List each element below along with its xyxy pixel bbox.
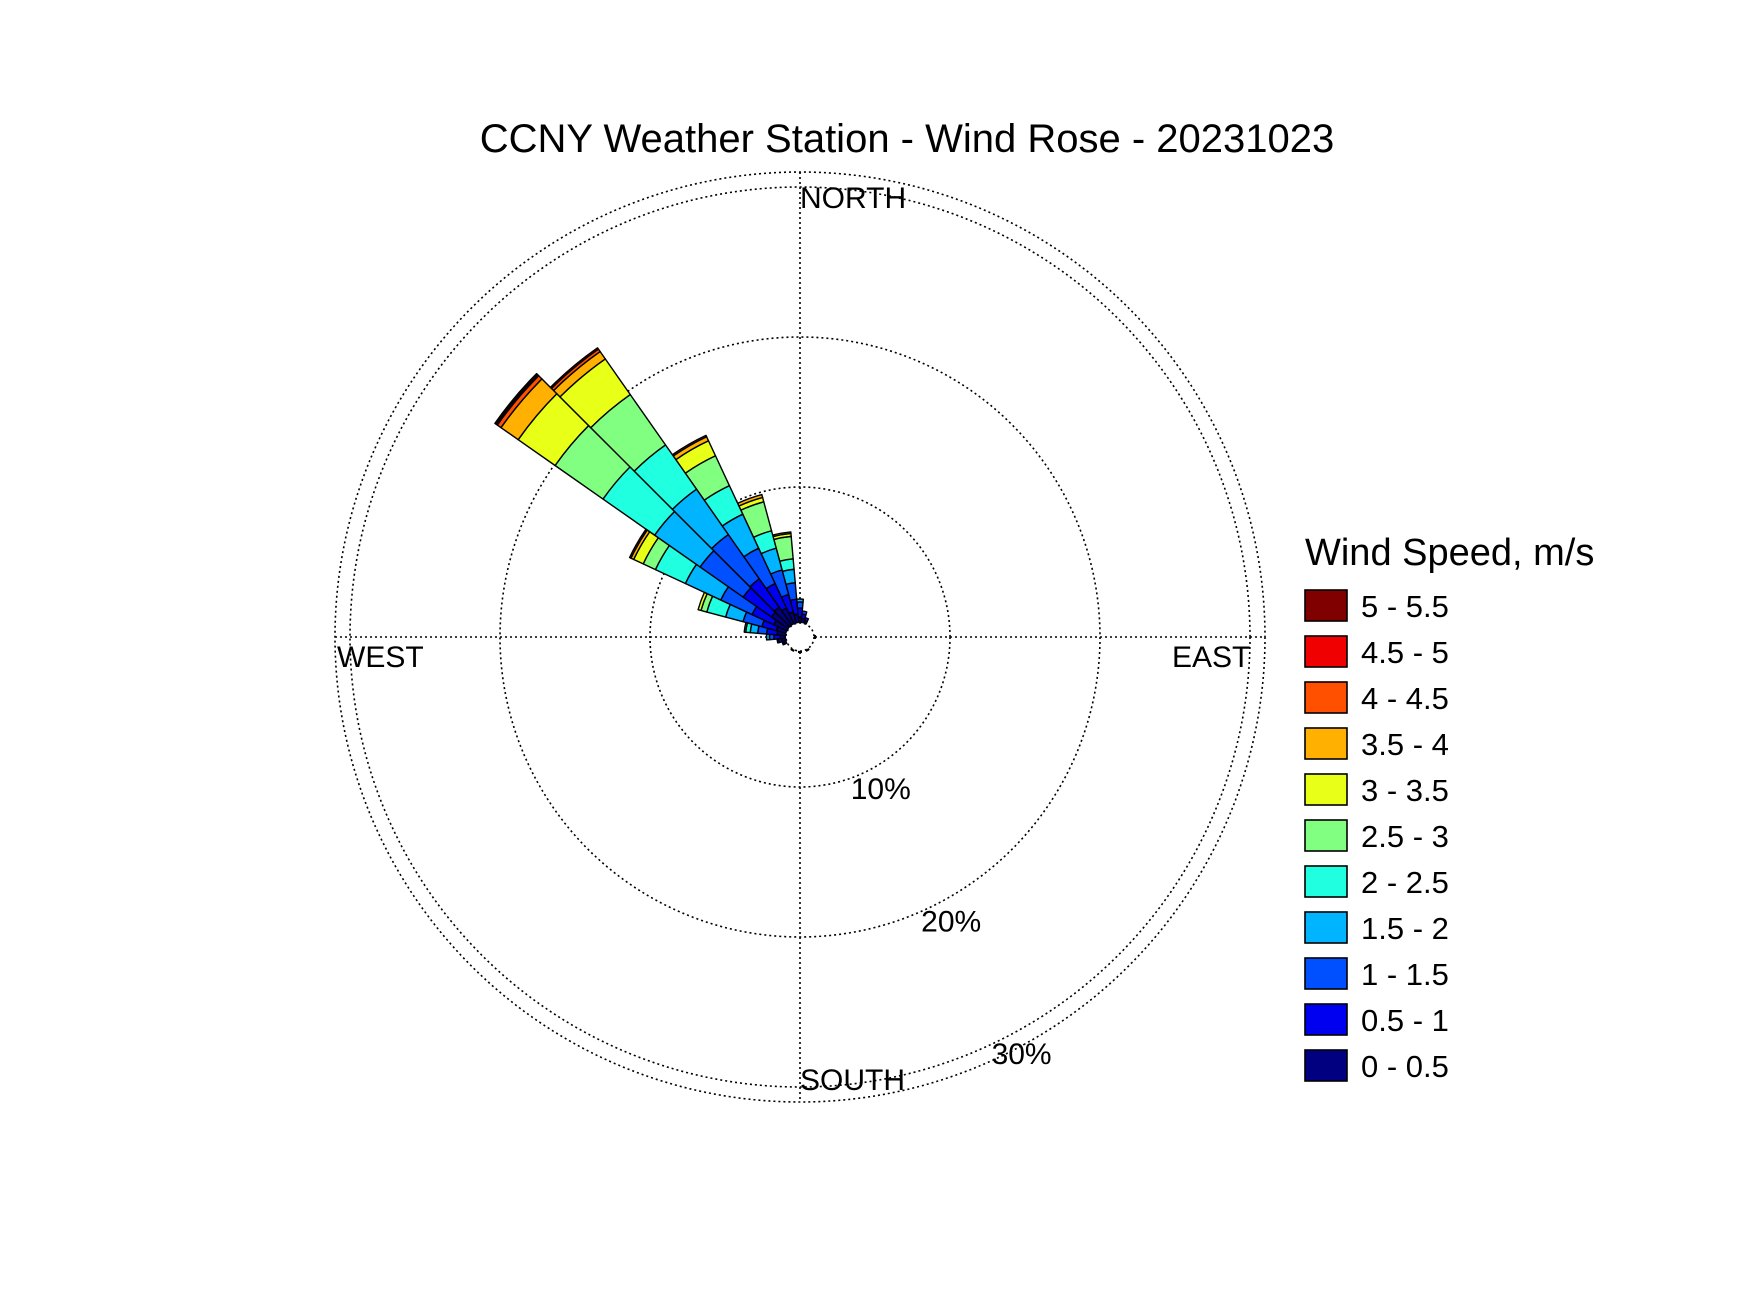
ring-label-20: 20% <box>921 905 981 938</box>
legend-label: 4 - 4.5 <box>1361 681 1449 716</box>
legend-title: Wind Speed, m/s <box>1305 532 1594 574</box>
ring-label-30: 30% <box>992 1038 1052 1071</box>
sector-20-bin-1 <box>803 616 810 623</box>
legend-swatch <box>1304 589 1348 622</box>
polar-grid <box>334 171 1266 1103</box>
sector-310-bin-10 <box>494 372 539 425</box>
legend-swatch <box>1304 773 1348 806</box>
sector-260-bin-2 <box>776 638 780 644</box>
legend-swatch <box>1304 911 1348 944</box>
legend-swatch <box>1304 727 1348 760</box>
legend-label: 0 - 0.5 <box>1361 1049 1449 1084</box>
legend-label: 2.5 - 3 <box>1361 819 1449 854</box>
north-label: NORTH <box>800 182 906 215</box>
sector-350-bin-7 <box>771 531 792 538</box>
sector-280-bin-5 <box>743 621 749 633</box>
ring-20 <box>499 336 1101 938</box>
legend-swatch <box>1304 1049 1348 1082</box>
ring-outer <box>334 171 1266 1103</box>
ring-label-10: 10% <box>851 773 911 806</box>
sector-0-bin-3 <box>795 598 805 603</box>
ring-30 <box>349 186 1251 1088</box>
legend-label: 3 - 3.5 <box>1361 773 1449 808</box>
legend-label: 5 - 5.5 <box>1361 589 1449 624</box>
legend-label: 2 - 2.5 <box>1361 865 1449 900</box>
sector-330-bin-8 <box>671 434 708 457</box>
legend-label: 3.5 - 4 <box>1361 727 1449 762</box>
ring-labels: 10% 20% 30% <box>851 773 1052 1071</box>
wind-rose-sectors <box>494 347 817 654</box>
legend-swatch <box>1304 1003 1348 1036</box>
legend-swatch <box>1304 865 1348 898</box>
sector-320-bin-9 <box>549 347 600 390</box>
sector-290-bin-6 <box>697 591 708 612</box>
legend-swatch <box>1304 819 1348 852</box>
east-label: EAST <box>1172 641 1250 674</box>
legend-swatch <box>1304 635 1348 668</box>
west-label: WEST <box>337 641 424 674</box>
legend-label: 4.5 - 5 <box>1361 635 1449 670</box>
calm-hub <box>785 622 815 652</box>
sector-250-bin-1 <box>781 640 786 646</box>
calm-circle <box>785 622 815 652</box>
south-label: SOUTH <box>800 1064 905 1097</box>
sector-300-bin-8 <box>628 528 648 559</box>
ring-10 <box>649 486 951 788</box>
sector-10-bin-2 <box>801 610 808 616</box>
sector-340-bin-7 <box>736 493 764 507</box>
legend-label: 1 - 1.5 <box>1361 957 1449 992</box>
legend-label: 1.5 - 2 <box>1361 911 1449 946</box>
legend-swatch <box>1304 681 1348 714</box>
chart-title: CCNY Weather Station - Wind Rose - 20231… <box>480 117 1335 161</box>
sector-270-bin-3 <box>765 633 771 641</box>
legend-swatch <box>1304 957 1348 990</box>
legend-label: 0.5 - 1 <box>1361 1003 1449 1038</box>
legend: 5 - 5.5 4.5 - 5 4 - 4.5 3.5 - 4 3 - 3.5 2.5 -… <box>1304 589 1449 1084</box>
